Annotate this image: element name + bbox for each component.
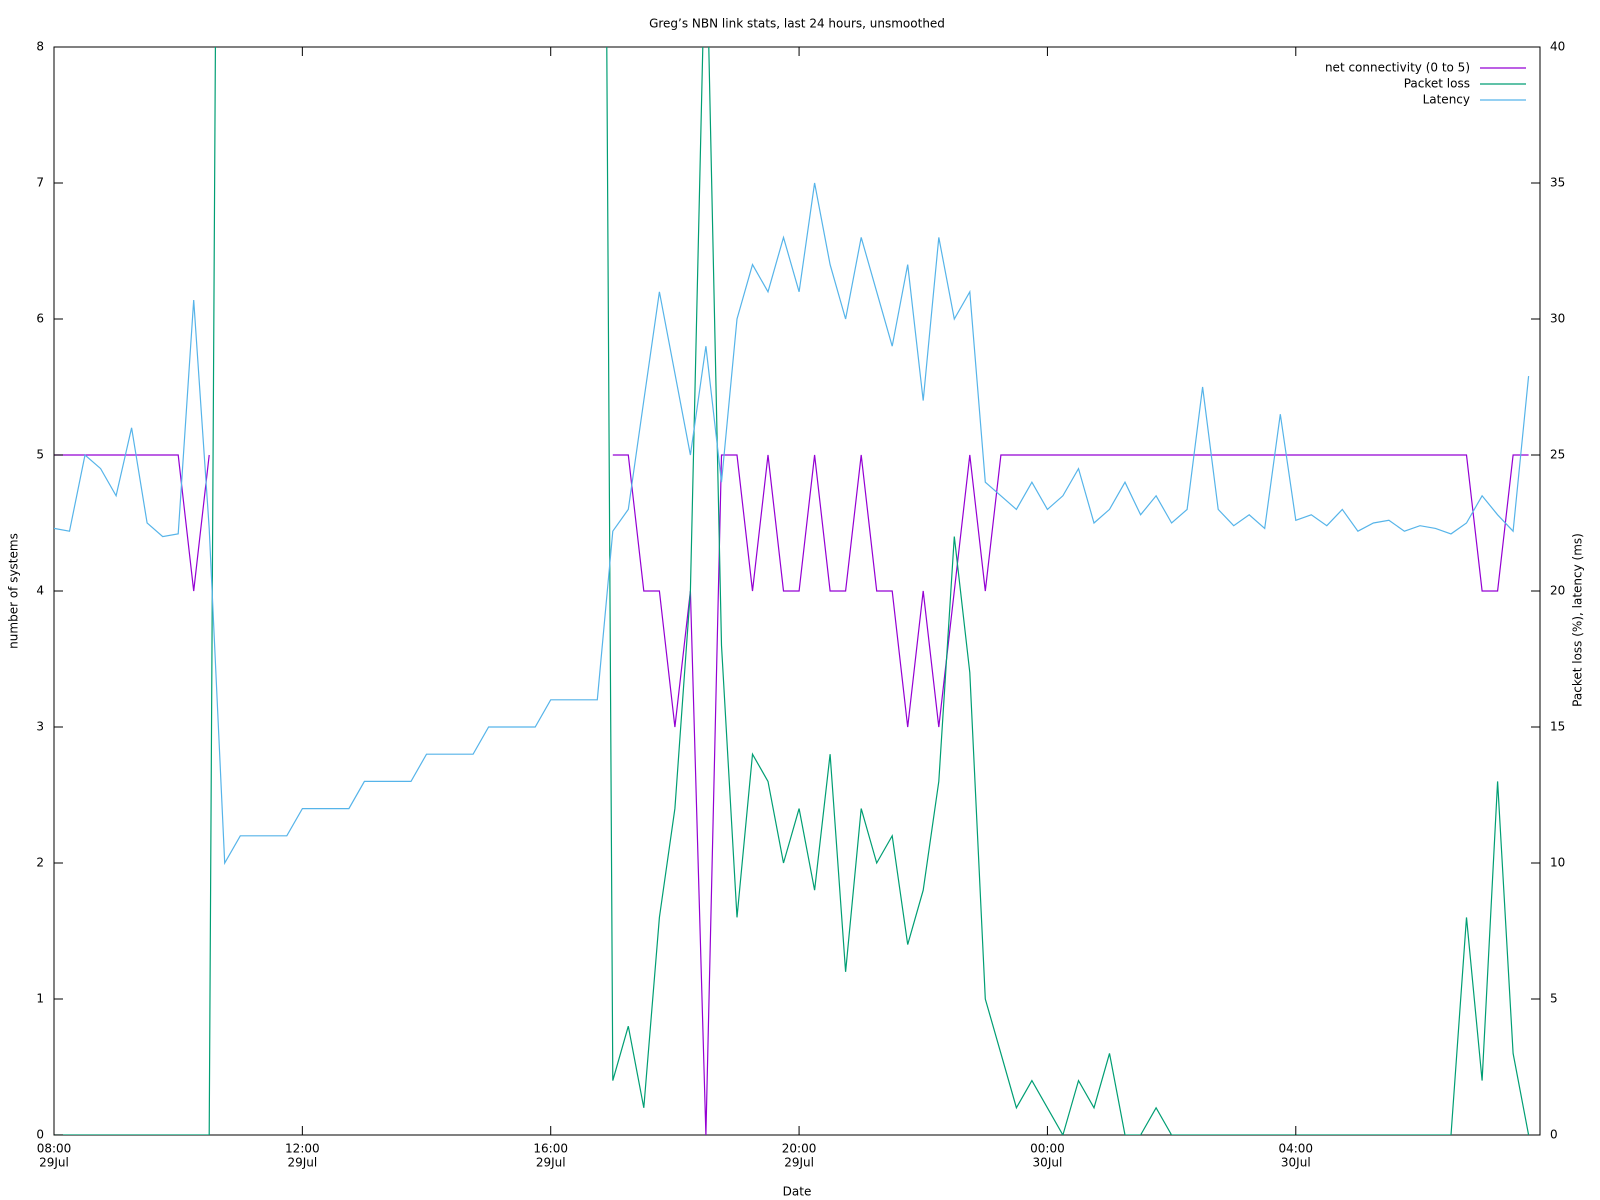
x-tick-label: 30Jul [1033, 1156, 1063, 1170]
x-tick-label: 00:00 [1030, 1142, 1065, 1156]
y-axis-label: number of systems [7, 533, 21, 649]
legend-label: Latency [1423, 93, 1470, 107]
y-tick-label: 2 [36, 856, 44, 870]
x-tick-label: 29Jul [39, 1156, 69, 1170]
x-tick-label: 12:00 [285, 1142, 320, 1156]
series-line [54, 47, 1530, 1135]
y-tick-label: 1 [36, 992, 44, 1006]
legend-label: Packet loss [1404, 77, 1470, 91]
x-tick-label: 29Jul [287, 1156, 317, 1170]
legend-label: net connectivity (0 to 5) [1325, 61, 1470, 75]
y-tick-label: 0 [36, 1128, 44, 1142]
y2-tick-label: 5 [1550, 992, 1558, 1006]
y-tick-label: 3 [36, 720, 44, 734]
x-tick-label: 04:00 [1278, 1142, 1313, 1156]
x-tick-label: 30Jul [1281, 1156, 1311, 1170]
y2-tick-label: 0 [1550, 1128, 1558, 1142]
x-tick-label: 29Jul [536, 1156, 566, 1170]
y2-tick-label: 10 [1550, 856, 1565, 870]
x-tick-label: 16:00 [533, 1142, 568, 1156]
series-line [54, 454, 1529, 1135]
series-line [54, 182, 1530, 866]
y-tick-label: 6 [36, 312, 44, 326]
x-tick-label: 29Jul [784, 1156, 814, 1170]
x-tick-label: 20:00 [782, 1142, 817, 1156]
y2-tick-label: 25 [1550, 448, 1565, 462]
y2-axis-label: Packet loss (%), latency (ms) [1571, 533, 1585, 707]
y-tick-label: 7 [36, 176, 44, 190]
chart-title: Greg’s NBN link stats, last 24 hours, un… [649, 17, 945, 31]
y2-tick-label: 40 [1550, 40, 1565, 54]
y-tick-label: 4 [36, 584, 44, 598]
x-tick-label: 08:00 [37, 1142, 72, 1156]
y2-tick-label: 30 [1550, 312, 1565, 326]
x-axis-label: Date [783, 1185, 812, 1199]
series-layer [54, 47, 1530, 1135]
y2-tick-label: 15 [1550, 720, 1565, 734]
y2-tick-label: 35 [1550, 176, 1565, 190]
y-tick-label: 5 [36, 448, 44, 462]
y2-tick-label: 20 [1550, 584, 1565, 598]
y-tick-label: 8 [36, 40, 44, 54]
